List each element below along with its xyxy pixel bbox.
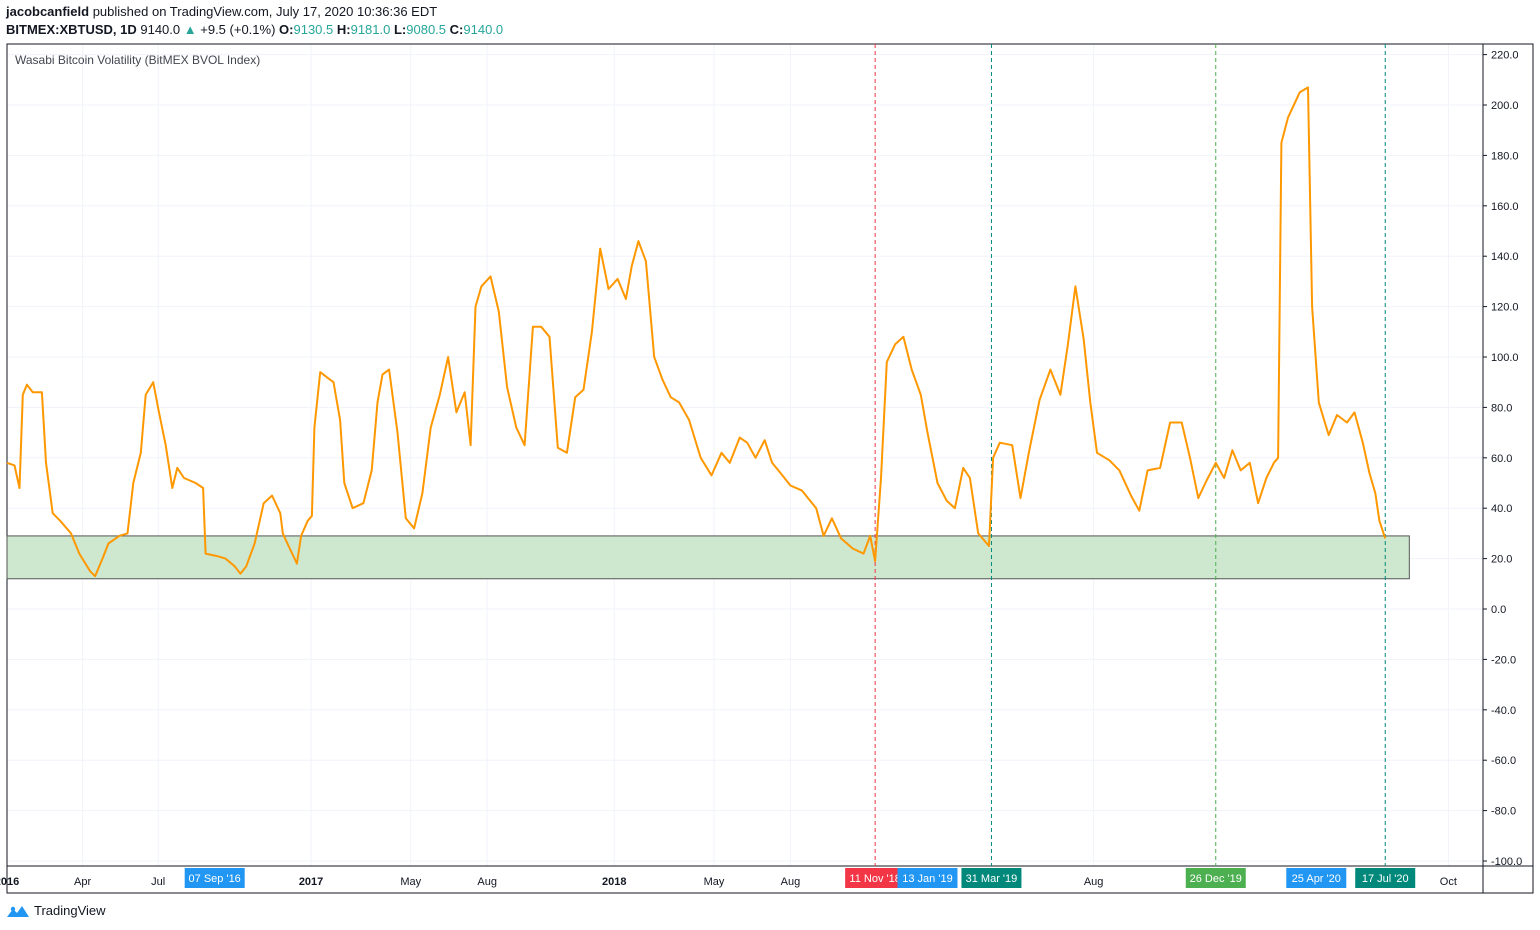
date-badge[interactable] — [1286, 868, 1347, 888]
bvol-series-line[interactable] — [6, 86, 1387, 578]
date-badge-label: 11 Nov '18 — [849, 873, 900, 885]
low-label: L: — [393, 22, 407, 37]
date-badge-label: 07 Sep '16 — [189, 873, 241, 885]
y-tick-label: -60.0 — [1491, 755, 1516, 767]
date-badge[interactable] — [184, 868, 245, 888]
symbol-info: BITMEX:XBTUSD, 1D 9140.0 ▲ +9.5 (+0.1%) … — [6, 22, 503, 37]
publish-text: published on TradingView.com, July 17, 2… — [92, 4, 438, 19]
date-badge-label: 17 Jul '20 — [1362, 873, 1409, 885]
author-name[interactable]: jacobcanfield — [6, 4, 90, 19]
y-tick-label: 80.0 — [1491, 402, 1512, 414]
date-badge-label: 26 Dec '19 — [1190, 873, 1242, 885]
x-tick-label: May — [400, 876, 421, 888]
y-tick-label: 140.0 — [1491, 251, 1519, 263]
open-value: 9130.5 — [293, 22, 334, 37]
y-tick-label: 220.0 — [1491, 50, 1519, 62]
y-tick-label: 100.0 — [1491, 352, 1519, 364]
up-arrow-icon: ▲ — [183, 22, 197, 37]
x-tick-label: Aug — [477, 876, 497, 888]
y-tick-label: 180.0 — [1491, 150, 1519, 162]
close-value: 9140.0 — [463, 22, 504, 37]
x-tick-label: Oct — [1440, 876, 1457, 888]
symbol-name[interactable]: BITMEX:XBTUSD, 1D — [6, 22, 137, 37]
low-value: 9080.5 — [406, 22, 447, 37]
x-tick-label: May — [704, 876, 725, 888]
x-tick-label: 2016 — [0, 876, 19, 888]
price-change: +9.5 (+0.1%) — [200, 22, 276, 37]
y-tick-label: -100.0 — [1491, 856, 1522, 868]
x-tick-label: Apr — [74, 876, 91, 888]
last-price: 9140.0 — [140, 22, 181, 37]
support-zone-rect[interactable] — [6, 535, 1410, 580]
y-tick-label: 200.0 — [1491, 100, 1519, 112]
date-badge[interactable] — [961, 868, 1022, 888]
y-tick-label: 20.0 — [1491, 554, 1512, 566]
date-badge[interactable] — [1185, 868, 1246, 888]
y-tick-label: 40.0 — [1491, 503, 1512, 515]
tradingview-brand[interactable]: TradingView — [34, 903, 106, 918]
date-badge[interactable] — [1355, 868, 1416, 888]
footer: TradingView — [6, 903, 106, 918]
high-value: 9181.0 — [350, 22, 391, 37]
x-tick-label: Jul — [151, 876, 165, 888]
tradingview-logo-icon — [7, 905, 29, 917]
open-label: O: — [279, 22, 294, 37]
chart-frame — [6, 43, 1534, 894]
close-label: C: — [449, 22, 464, 37]
x-tick-label: 2017 — [299, 876, 323, 888]
y-tick-label: 120.0 — [1491, 302, 1519, 314]
chart-title: Wasabi Bitcoin Volatility (BitMEX BVOL I… — [15, 53, 260, 67]
date-badge-label: 31 Mar '19 — [966, 873, 1018, 885]
y-tick-label: 60.0 — [1491, 453, 1512, 465]
x-tick-label: Aug — [781, 876, 801, 888]
y-tick-label: 0.0 — [1491, 604, 1506, 616]
date-badge[interactable] — [845, 868, 906, 888]
x-tick-label: 2018 — [602, 876, 626, 888]
volatility-chart[interactable]: Wasabi Bitcoin Volatility (BitMEX BVOL I… — [0, 0, 1540, 900]
date-badge[interactable] — [897, 868, 958, 888]
y-tick-label: -80.0 — [1491, 806, 1516, 818]
date-badge-label: 25 Apr '20 — [1292, 873, 1341, 885]
x-tick-label: Aug — [1084, 876, 1104, 888]
date-badge-label: 13 Jan '19 — [902, 873, 952, 885]
publish-info: jacobcanfield published on TradingView.c… — [6, 4, 437, 19]
y-tick-label: -20.0 — [1491, 654, 1516, 666]
y-tick-label: 160.0 — [1491, 201, 1519, 213]
high-label: H: — [336, 22, 351, 37]
y-tick-label: -40.0 — [1491, 705, 1516, 717]
